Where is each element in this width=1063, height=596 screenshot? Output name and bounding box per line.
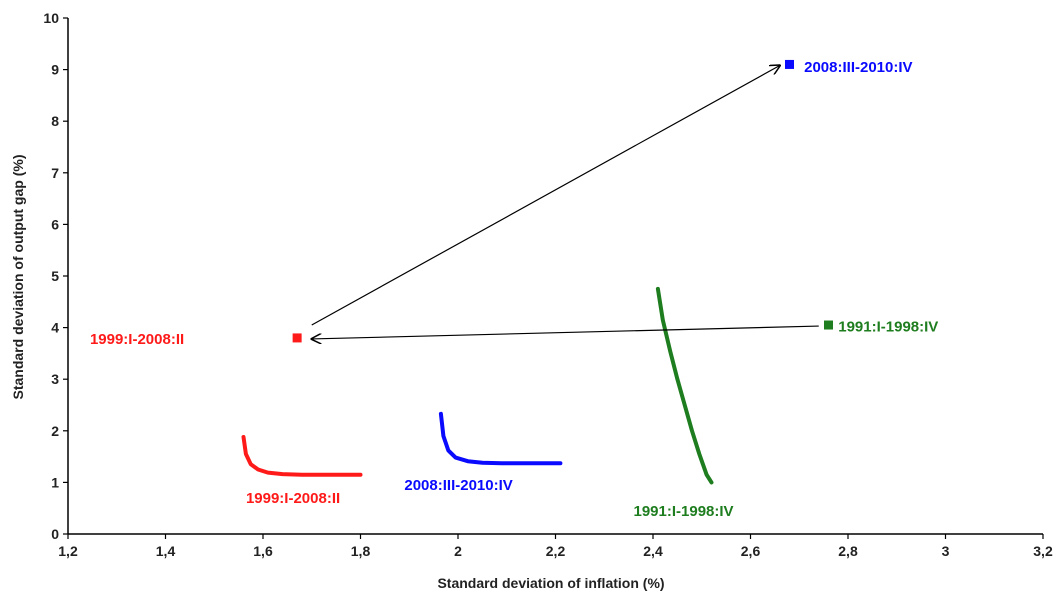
y-tick-label: 4 bbox=[51, 320, 59, 336]
x-tick-label: 1,4 bbox=[156, 543, 176, 559]
y-tick-label: 2 bbox=[51, 423, 59, 439]
annotation-label: 1991:I-1998:IV bbox=[634, 503, 734, 520]
x-axis-label: Standard deviation of inflation (%) bbox=[437, 575, 664, 591]
y-tick-label: 7 bbox=[51, 165, 59, 181]
y-axis-label: Standard deviation of output gap (%) bbox=[10, 155, 26, 400]
y-tick-label: 9 bbox=[51, 62, 59, 78]
y-tick-label: 3 bbox=[51, 371, 59, 387]
frontier-curve bbox=[655, 286, 714, 485]
annotation-label: 2008:III-2010:IV bbox=[404, 477, 512, 494]
y-tick-label: 1 bbox=[51, 474, 59, 490]
x-tick-label: 2,2 bbox=[546, 543, 566, 559]
axes: 0 1 2 3 4 5 6 7 8 9 10 1,2 1,4 1,6 1,8 2 2,2 2,4 2,6 2,8 3 3,… bbox=[43, 10, 1053, 559]
frontier-curves bbox=[241, 286, 714, 485]
y-tick-label: 5 bbox=[51, 268, 59, 284]
data-point bbox=[292, 333, 302, 343]
y-tick-label: 10 bbox=[43, 10, 59, 26]
data-point bbox=[785, 59, 794, 69]
x-tick-label: 1,6 bbox=[253, 543, 273, 559]
x-tick-label: 3 bbox=[942, 543, 950, 559]
annotation-label: 1991:I-1998:IV bbox=[838, 319, 938, 336]
frontier-curve bbox=[438, 411, 563, 466]
x-tick-label: 2,8 bbox=[838, 543, 858, 559]
y-tick-label: 6 bbox=[51, 216, 59, 232]
x-tick-label: 1,8 bbox=[351, 543, 371, 559]
data-points bbox=[292, 59, 833, 343]
frontier-curve bbox=[241, 435, 363, 477]
arrow bbox=[312, 325, 819, 339]
x-tick-label: 3,2 bbox=[1033, 543, 1053, 559]
x-tick-label: 1,2 bbox=[58, 543, 78, 559]
annotation-label: 1999:I-2008:II bbox=[246, 490, 340, 507]
arrows bbox=[312, 65, 819, 338]
arrow bbox=[311, 65, 780, 326]
x-tick-label: 2,4 bbox=[643, 543, 663, 559]
x-tick-label: 2,6 bbox=[741, 543, 761, 559]
y-tick-label: 8 bbox=[51, 113, 59, 129]
data-point bbox=[824, 320, 833, 330]
annotation-labels: 1999:I-2008:II 2008:III-2010:IV 1991:I-199… bbox=[90, 59, 938, 520]
x-tick-label: 2 bbox=[454, 543, 462, 559]
annotation-label: 1999:I-2008:II bbox=[90, 331, 184, 348]
annotation-label: 2008:III-2010:IV bbox=[804, 59, 912, 76]
y-tick-label: 0 bbox=[51, 526, 59, 542]
